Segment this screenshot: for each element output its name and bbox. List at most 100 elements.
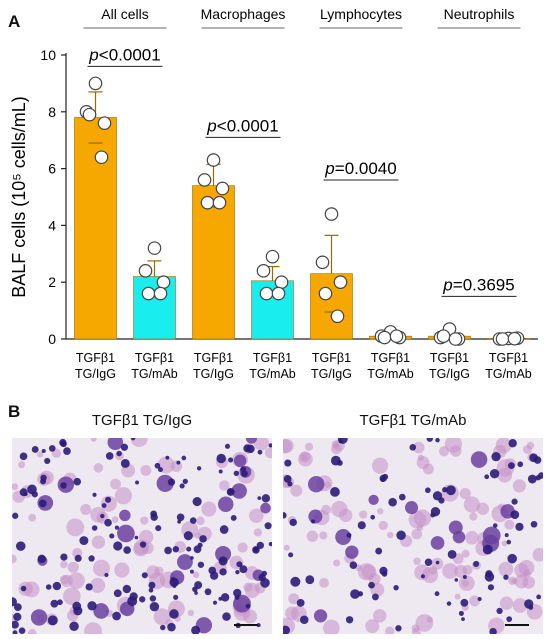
data-point (82, 107, 97, 122)
cell-nucleus (134, 535, 139, 540)
cell-nucleus (63, 447, 71, 455)
cell-nucleus (424, 558, 433, 566)
cell-nucleus (530, 520, 538, 528)
cell-cytoplasm (459, 487, 471, 500)
data-point (324, 207, 339, 221)
cell-cytoplasm (450, 445, 462, 457)
bar (192, 185, 235, 340)
cell-nucleus (197, 561, 205, 568)
cell-nucleus (489, 468, 500, 479)
macrophage-cell (404, 501, 419, 515)
cell-cytoplasm (526, 441, 535, 450)
cell-nucleus (246, 444, 255, 454)
cell-nucleus (446, 601, 452, 606)
cell-nucleus (139, 541, 147, 548)
cell-nucleus (44, 457, 51, 465)
cell-nucleus (15, 541, 26, 551)
x-tick-label: TG/IgG (75, 367, 116, 381)
cell-nucleus (330, 455, 341, 466)
data-point (333, 275, 348, 289)
cell-cytoplasm (469, 512, 478, 521)
cell-nucleus (79, 536, 89, 546)
cell-nucleus (92, 492, 97, 497)
cell-nucleus (114, 525, 120, 530)
cell-nucleus (299, 615, 309, 625)
cell-nucleus (283, 475, 292, 483)
cell-nucleus (511, 498, 518, 505)
cell-nucleus (257, 449, 263, 455)
data-point (206, 153, 221, 167)
cell-nucleus (190, 556, 194, 560)
cell-nucleus (426, 438, 433, 442)
cell-cytoplasm (68, 572, 85, 589)
cell-nucleus (506, 539, 512, 545)
cell-nucleus (484, 474, 490, 480)
cell-nucleus (181, 455, 187, 461)
data-point (212, 195, 227, 210)
cell-nucleus (264, 522, 272, 530)
micrograph-title-mab: TGFβ1 TG/mAb (359, 412, 467, 429)
macrophage-cell (93, 603, 109, 619)
data-point (153, 286, 168, 301)
cell-nucleus (345, 616, 354, 624)
cell-nucleus (155, 525, 162, 532)
cell-nucleus (228, 457, 234, 463)
cell-nucleus (12, 620, 19, 629)
cell-cytoplasm (37, 451, 44, 458)
cell-nucleus (507, 553, 517, 564)
cell-nucleus (60, 482, 67, 489)
cell-nucleus (194, 581, 203, 590)
cell-cytoplasm (18, 461, 26, 469)
cell-nucleus (503, 574, 509, 580)
data-point (330, 309, 345, 324)
cell-nucleus (40, 478, 47, 485)
data-point (138, 264, 153, 278)
macrophage-cell (107, 438, 124, 450)
cell-cytoplasm (93, 463, 104, 473)
macrophage-cell (345, 545, 359, 559)
cell-cytoplasm (511, 578, 518, 585)
x-tick-label: TG/mAb (249, 367, 296, 381)
cell-nucleus (182, 478, 188, 485)
cell-cytoplasm (377, 508, 384, 515)
macrophage-cell (233, 454, 247, 467)
cell-nucleus (116, 450, 122, 457)
cell-nucleus (31, 446, 39, 453)
cell-cytoplasm (140, 465, 152, 476)
x-tick-label: TGFβ1 (312, 351, 351, 365)
cell-nucleus (261, 570, 268, 577)
macrophage-cell (177, 554, 193, 570)
cell-nucleus (127, 596, 138, 607)
cell-nucleus (218, 596, 223, 601)
cell-cytoplasm (306, 530, 319, 542)
cell-nucleus (409, 444, 417, 451)
cell-nucleus (536, 594, 542, 600)
data-point (274, 275, 289, 289)
cell-nucleus (191, 625, 201, 634)
cell-cytoplasm (442, 563, 458, 579)
data-point (448, 332, 463, 346)
cell-nucleus (199, 535, 207, 543)
cell-nucleus (241, 470, 248, 478)
cell-nucleus (59, 438, 67, 447)
cell-nucleus (196, 466, 202, 471)
macrophage-cell (470, 451, 488, 468)
cell-nucleus (245, 603, 251, 609)
cell-nucleus (283, 512, 287, 519)
cell-nucleus (74, 554, 82, 562)
cell-nucleus (375, 547, 383, 555)
cell-nucleus (38, 499, 47, 508)
cell-nucleus (487, 584, 495, 591)
cell-nucleus (395, 625, 402, 632)
cell-cytoplasm (378, 520, 388, 531)
cell-cytoplasm (372, 609, 387, 623)
cell-nucleus (454, 578, 459, 582)
cell-nucleus (170, 577, 176, 582)
cell-nucleus (113, 589, 122, 598)
cell-nucleus (148, 581, 156, 589)
cell-nucleus (287, 481, 293, 487)
p-value-text: <0.0001 (99, 45, 161, 64)
cell-nucleus (510, 510, 520, 519)
cell-nucleus (235, 569, 240, 575)
